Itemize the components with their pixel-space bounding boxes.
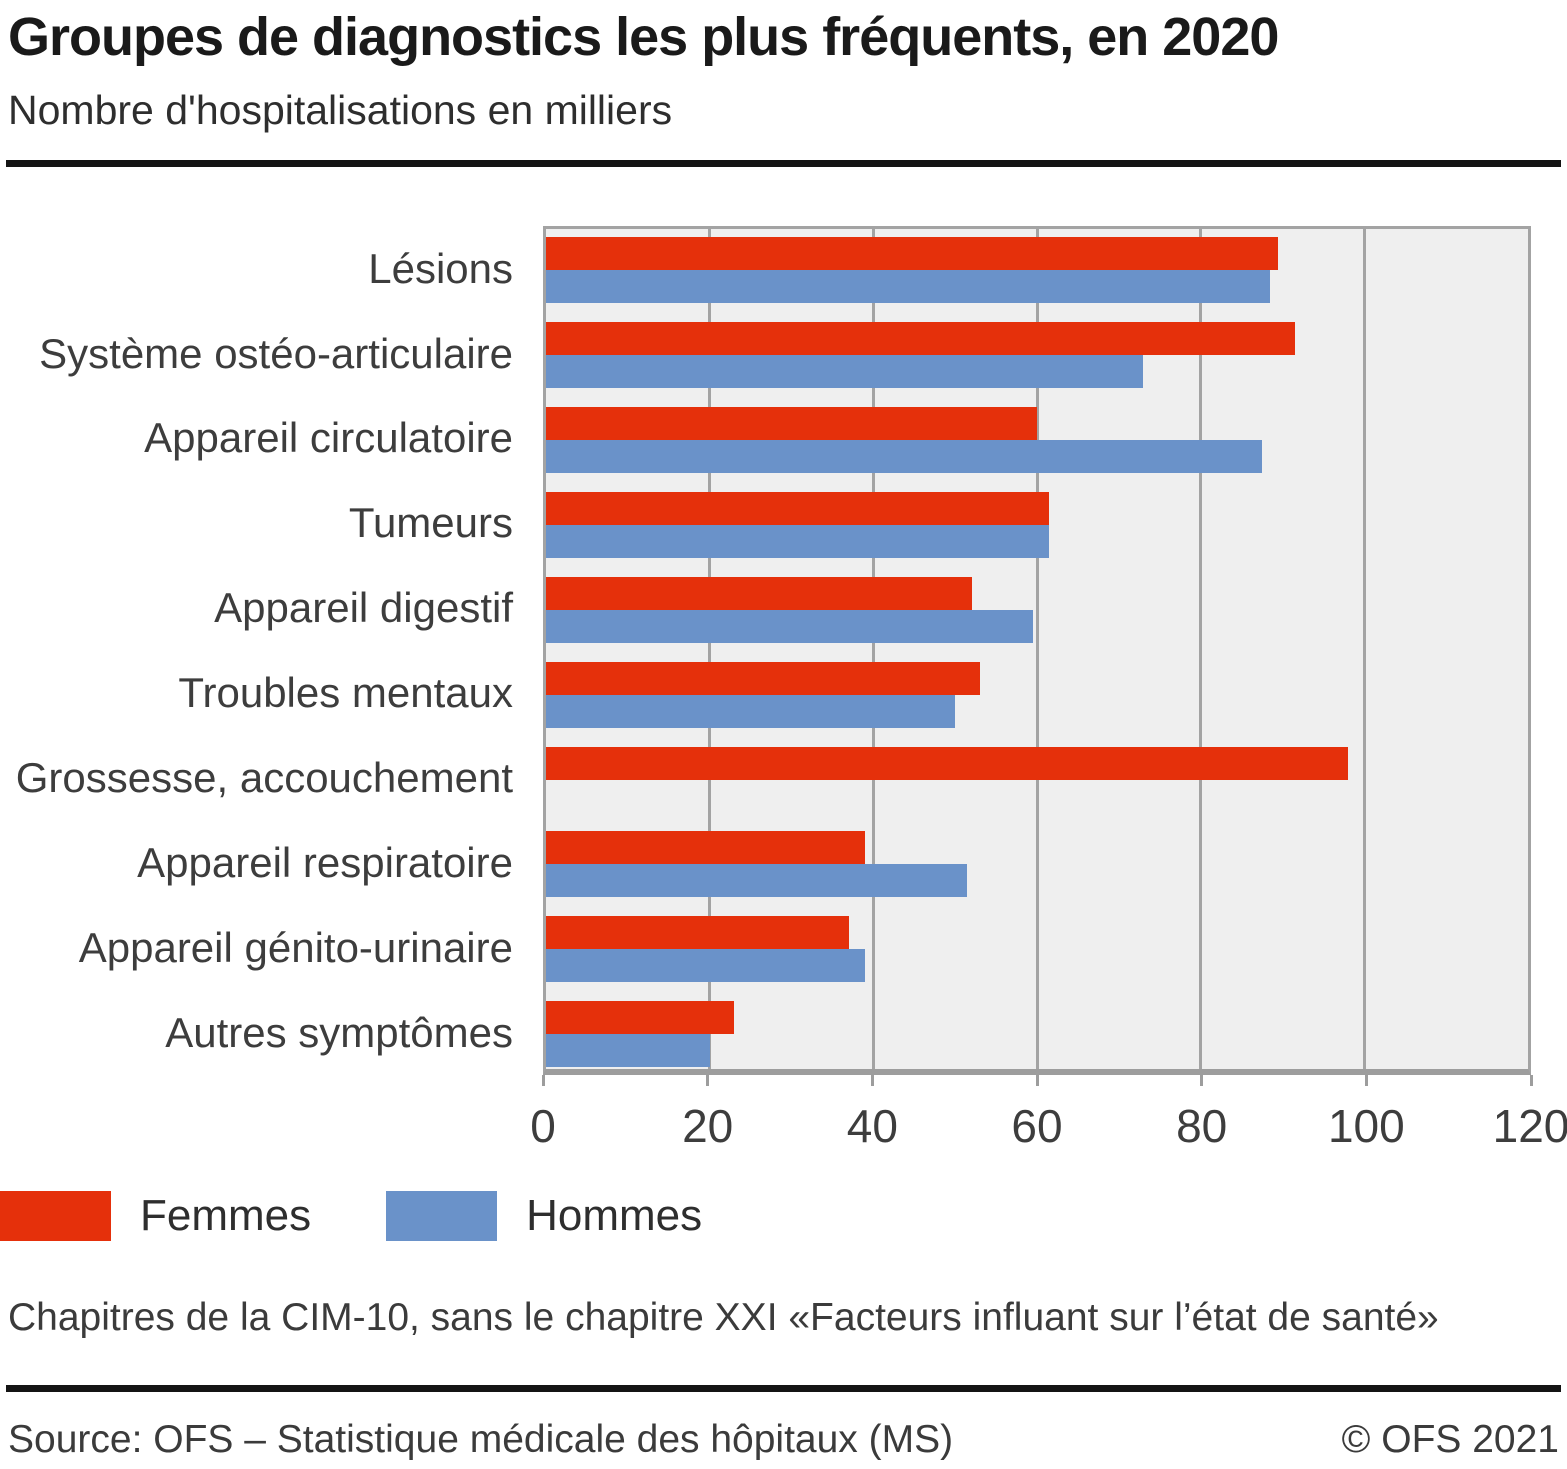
- category-label: Autres symptômes: [165, 1008, 513, 1056]
- category-axis: Lésions Système ostéo-articulaire Appareil…: [0, 226, 543, 1075]
- bar-group: [546, 823, 1528, 908]
- tick-mark: [706, 1075, 710, 1087]
- tick-label: 80: [1176, 1100, 1228, 1153]
- tick-mark: [1529, 1075, 1533, 1087]
- tick-label: 60: [1011, 1100, 1063, 1153]
- footnote: Chapitres de la CIM-10, sans le chapitre…: [8, 1296, 1439, 1340]
- gridlines: [546, 229, 1528, 1070]
- bar-femmes: [546, 576, 972, 610]
- copyright-text: © OFS 2021: [1341, 1418, 1559, 1462]
- bar-group: [546, 993, 1528, 1078]
- femmes-label: Femmes: [140, 1191, 312, 1241]
- tick-mark: [870, 1075, 874, 1087]
- tick-label: 20: [682, 1100, 734, 1153]
- legend-item-femmes: Femmes: [0, 1191, 312, 1242]
- bar-hommes: [546, 694, 956, 728]
- source-text: Source: OFS – Statistique médicale des h…: [8, 1418, 954, 1462]
- bar-group: [546, 654, 1528, 739]
- bar-group: [546, 908, 1528, 993]
- bar-hommes: [546, 609, 1033, 643]
- hommes-swatch: [386, 1191, 498, 1242]
- grouped-bar-chart: Lésions Système ostéo-articulaire Appareil…: [0, 226, 1567, 1076]
- femmes-swatch: [0, 1191, 111, 1242]
- bar-hommes: [546, 864, 968, 898]
- bar-group: [546, 484, 1528, 569]
- gridline: [1199, 229, 1203, 1070]
- bar-hommes: [546, 270, 1271, 304]
- tick-mark: [1364, 1075, 1368, 1087]
- tick-label: 40: [846, 1100, 898, 1153]
- tick-mark: [1035, 1075, 1039, 1087]
- x-axis: 0 20 40 60 80 100 120: [530, 1075, 1567, 1153]
- bar-femmes: [546, 322, 1295, 356]
- legend-item-hommes: Hommes: [386, 1191, 703, 1242]
- category-label: Appareil circulatoire: [144, 414, 513, 462]
- gridline: [1362, 229, 1366, 1070]
- header-divider: [6, 160, 1561, 168]
- category-label: Appareil respiratoire: [137, 838, 513, 886]
- bar-group: [546, 314, 1528, 399]
- category-label: Appareil génito-urinaire: [78, 923, 513, 971]
- bar-hommes: [546, 355, 1144, 389]
- category-label: Système ostéo-articulaire: [39, 329, 513, 377]
- bar-femmes: [546, 831, 866, 865]
- tick-label: 0: [530, 1100, 556, 1153]
- bar-femmes: [546, 746, 1348, 780]
- category-label: Troubles mentaux: [178, 669, 513, 717]
- gridline: [708, 229, 712, 1070]
- plot-area: [543, 226, 1531, 1076]
- bar-rows: [546, 229, 1528, 1069]
- bar-group: [546, 399, 1528, 484]
- bar-group: [546, 739, 1528, 824]
- bar-hommes: [546, 524, 1050, 558]
- page-title: Groupes de diagnostics les plus fréquent…: [8, 7, 1279, 67]
- category-label: Tumeurs: [348, 499, 513, 547]
- bar-hommes: [546, 439, 1263, 473]
- tick-mark: [541, 1075, 545, 1087]
- legend: Femmes Hommes: [0, 1191, 1567, 1242]
- bar-hommes: [546, 1034, 710, 1068]
- bar-femmes: [546, 661, 980, 695]
- bar-group: [546, 229, 1528, 314]
- category-label: Appareil digestif: [214, 584, 513, 632]
- gridline: [871, 229, 875, 1070]
- tick-label: 120: [1492, 1100, 1567, 1153]
- chart-header: Groupes de diagnostics les plus fréquent…: [0, 0, 1567, 133]
- source-row: Source: OFS – Statistique médicale des h…: [0, 1418, 1567, 1462]
- bar-femmes: [546, 916, 849, 950]
- page-subtitle: Nombre d'hospitalisations en milliers: [8, 87, 673, 134]
- bar-femmes: [546, 1001, 735, 1035]
- bar-hommes: [546, 949, 866, 983]
- bar-femmes: [546, 237, 1279, 271]
- gridline: [1035, 229, 1039, 1070]
- bar-group: [546, 569, 1528, 654]
- hommes-label: Hommes: [526, 1191, 703, 1241]
- category-label: Lésions: [368, 244, 513, 292]
- footer-divider: [6, 1385, 1561, 1393]
- tick-label: 100: [1327, 1100, 1405, 1153]
- bar-femmes: [546, 406, 1037, 440]
- bar-femmes: [546, 491, 1050, 525]
- tick-mark: [1200, 1075, 1204, 1087]
- category-label: Grossesse, accouchement: [15, 753, 513, 801]
